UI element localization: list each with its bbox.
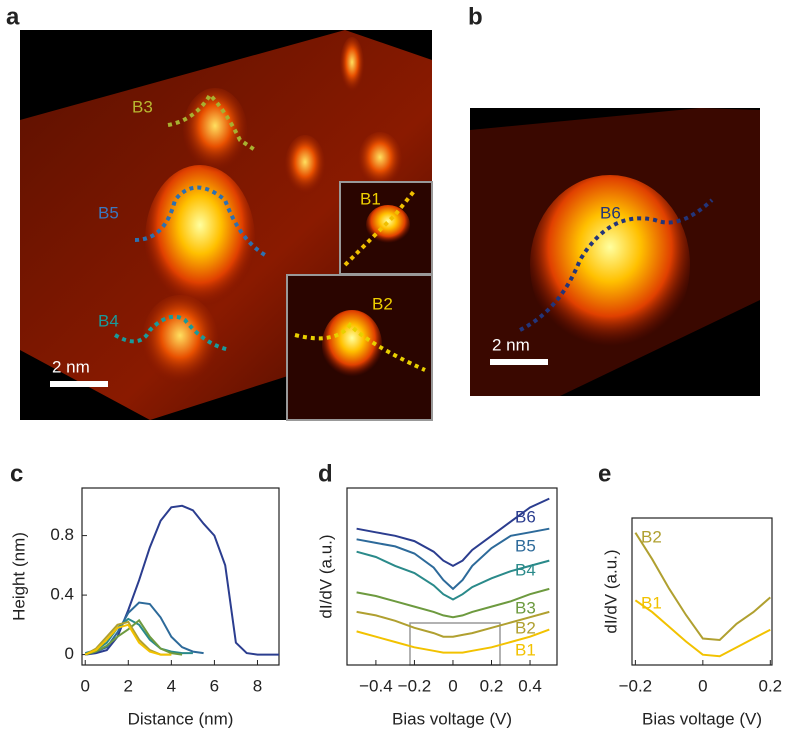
line bbox=[84, 618, 183, 656]
x-tick-label: 0 bbox=[80, 676, 89, 695]
profile-lines bbox=[113, 91, 426, 372]
bump bbox=[530, 175, 690, 355]
line bbox=[84, 617, 193, 655]
x-tick-label: −0.4 bbox=[359, 676, 393, 695]
line bbox=[356, 527, 550, 591]
x-tick-label: −0.2 bbox=[619, 676, 653, 695]
line bbox=[634, 532, 771, 642]
bump bbox=[183, 88, 247, 172]
line bbox=[84, 623, 172, 656]
panel-letter: a bbox=[6, 3, 20, 30]
x-axis-label: Bias voltage (V) bbox=[392, 709, 512, 728]
y-tick-label: 0.8 bbox=[50, 525, 74, 544]
annotation: B2 bbox=[372, 294, 393, 313]
bump bbox=[142, 295, 218, 385]
panel-letter: e bbox=[598, 460, 611, 487]
series-label: B5 bbox=[515, 536, 536, 555]
x-tick-label: 0.2 bbox=[758, 676, 782, 695]
x-tick-label: −0.2 bbox=[398, 676, 432, 695]
series-label: B1 bbox=[641, 593, 662, 612]
scale-bar bbox=[50, 381, 108, 387]
y-tick-label: 0.4 bbox=[50, 585, 74, 604]
y-axis-label: Height (nm) bbox=[9, 532, 28, 621]
scale-bar-label: 2 nm bbox=[52, 357, 90, 376]
panel-letter: d bbox=[318, 460, 333, 487]
x-axis-label: Distance (nm) bbox=[128, 709, 234, 728]
bump bbox=[322, 310, 382, 380]
plot-frame bbox=[631, 517, 773, 666]
line bbox=[356, 628, 550, 654]
panel-letter: c bbox=[10, 460, 23, 487]
plot-frame bbox=[81, 487, 280, 666]
line bbox=[84, 601, 204, 656]
scale-bar-label: 2 nm bbox=[492, 335, 530, 354]
x-tick-label: 2 bbox=[124, 676, 133, 695]
bump bbox=[285, 135, 325, 195]
x-axis-label: Bias voltage (V) bbox=[642, 709, 762, 728]
line bbox=[634, 599, 771, 658]
line bbox=[356, 497, 550, 568]
x-tick-label: 6 bbox=[210, 676, 219, 695]
x-tick-label: 8 bbox=[253, 676, 262, 695]
series-label: B3 bbox=[515, 598, 536, 617]
x-tick-label: 0 bbox=[698, 676, 707, 695]
series-label: B6 bbox=[515, 507, 536, 526]
annotation: B6 bbox=[600, 203, 621, 222]
annotation: B4 bbox=[98, 311, 119, 330]
bump bbox=[366, 205, 410, 245]
plot-frame bbox=[346, 487, 558, 666]
y-axis-label: dI/dV (a.u.) bbox=[316, 534, 335, 618]
series-label: B2 bbox=[641, 527, 662, 546]
annotation: B5 bbox=[98, 203, 119, 222]
series-label: B1 bbox=[515, 640, 536, 659]
line bbox=[356, 550, 550, 601]
y-axis-label: dI/dV (a.u.) bbox=[601, 549, 620, 633]
profile-line bbox=[519, 198, 714, 332]
line bbox=[356, 610, 550, 638]
bump bbox=[340, 37, 364, 93]
annotation: B3 bbox=[132, 97, 153, 116]
series-label: B4 bbox=[515, 560, 536, 579]
x-tick-label: 0.4 bbox=[518, 676, 542, 695]
x-tick-label: 4 bbox=[167, 676, 176, 695]
annotation: B1 bbox=[360, 189, 381, 208]
y-tick-label: 0 bbox=[65, 644, 74, 663]
x-tick-label: 0.2 bbox=[480, 676, 504, 695]
series-label: B2 bbox=[515, 618, 536, 637]
line bbox=[356, 587, 550, 619]
panel-letter: b bbox=[468, 3, 483, 30]
x-tick-label: 0 bbox=[448, 676, 457, 695]
bump bbox=[358, 132, 402, 188]
scale-bar bbox=[490, 359, 548, 365]
